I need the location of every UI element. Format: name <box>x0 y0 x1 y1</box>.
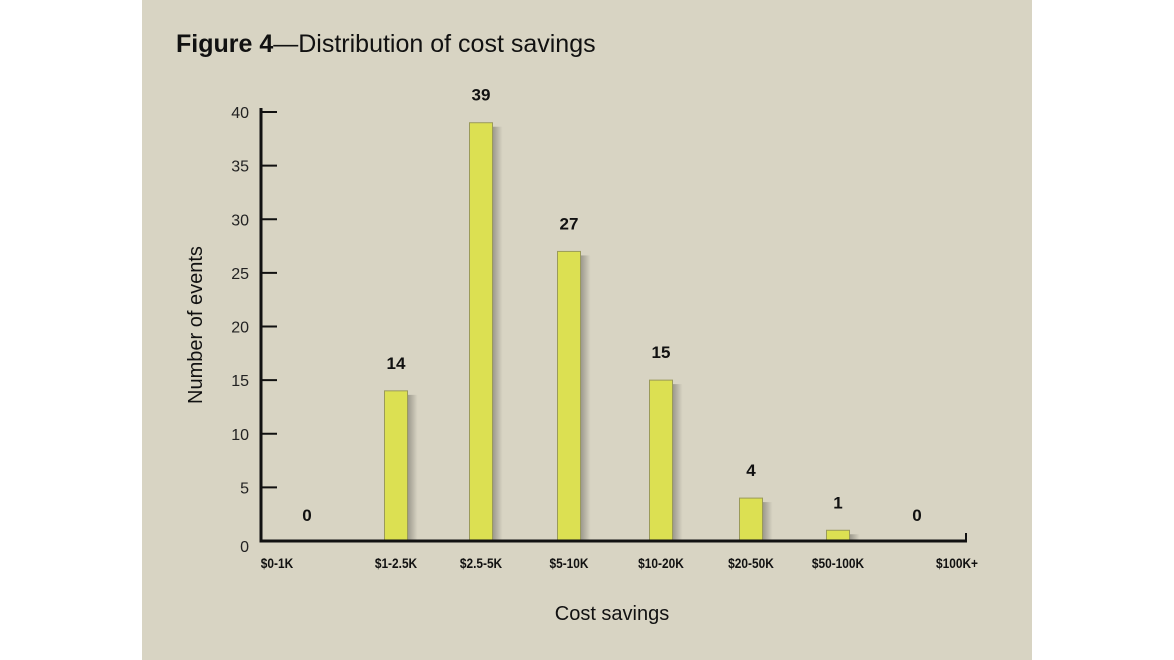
title-text: —Distribution of cost savings <box>273 30 596 58</box>
bar <box>649 379 673 542</box>
y-tick-label: 15 <box>231 373 249 390</box>
bar-shadow <box>580 255 591 542</box>
bar-shadow <box>762 502 773 541</box>
y-tick-label: 5 <box>240 480 249 497</box>
data-label: 1 <box>833 493 842 512</box>
x-tick-label: $10-20K <box>638 555 684 571</box>
y-axis-label: Number of events <box>185 246 207 404</box>
x-tick-label: $0-1K <box>261 555 294 571</box>
x-tick-label: $2.5-5K <box>460 555 503 571</box>
bar-shadow <box>849 534 860 541</box>
y-tick-label: 0 <box>240 539 249 556</box>
chart-title: Figure 4—Distribution of cost savings <box>176 30 596 59</box>
bar <box>739 497 763 542</box>
bar-shadow <box>407 394 418 541</box>
bar <box>384 390 408 542</box>
x-tick-label: $5-10K <box>549 555 589 571</box>
data-label: 4 <box>746 461 756 480</box>
bar <box>469 122 493 542</box>
y-tick-label: 30 <box>231 212 249 229</box>
x-tick-label: $20-50K <box>728 555 774 571</box>
data-label: 0 <box>302 506 311 525</box>
bar-shadow <box>492 126 503 541</box>
bar-shadow <box>672 384 683 541</box>
bar <box>557 250 581 542</box>
title-figure-number: Figure 4 <box>176 30 274 58</box>
y-tick-label: 40 <box>231 105 249 122</box>
y-tick-label: 10 <box>231 427 249 444</box>
data-label: 15 <box>652 343 671 362</box>
x-tick-label: $100K+ <box>936 555 978 571</box>
x-axis-label: Cost savings <box>555 603 670 625</box>
data-label: 14 <box>387 354 406 373</box>
x-tick-label: $1-2.5K <box>375 555 418 571</box>
data-label: 0 <box>912 506 921 525</box>
x-tick-label: $50-100K <box>812 555 865 571</box>
y-tick-label: 35 <box>231 159 249 176</box>
y-tick-label: 20 <box>231 320 249 337</box>
data-label: 39 <box>472 86 491 105</box>
bar <box>826 529 850 542</box>
y-tick-label: 25 <box>231 266 249 283</box>
data-label: 27 <box>560 214 579 233</box>
